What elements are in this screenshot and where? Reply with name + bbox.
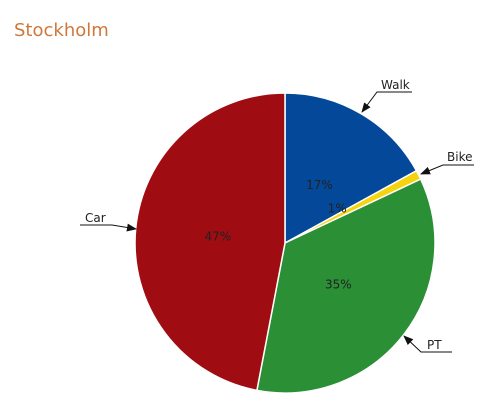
pie-value-labels: 17% 1% 35% 47% [204, 178, 351, 292]
category-label-pt: PT [427, 338, 442, 352]
value-label-pt: 35% [325, 277, 352, 291]
value-label-walk: 17% [306, 178, 333, 192]
category-label-car: Car [85, 211, 106, 225]
pie-slices [134, 92, 436, 394]
pie-slice-walk [284, 92, 418, 245]
callout-line-walk [361, 91, 412, 113]
category-label-bike: Bike [447, 150, 472, 164]
callout-line-bike [420, 164, 474, 175]
chart-title: Stockholm [14, 20, 109, 41]
callout-line-pt [403, 335, 452, 353]
value-label-car: 47% [204, 230, 231, 244]
callout-line-car [80, 223, 137, 232]
category-label-walk: Walk [381, 78, 410, 92]
pie-callouts: Walk Bike PT Car [80, 78, 474, 353]
value-label-bike: 1% [328, 201, 347, 215]
pie-slice-pt [256, 178, 436, 394]
